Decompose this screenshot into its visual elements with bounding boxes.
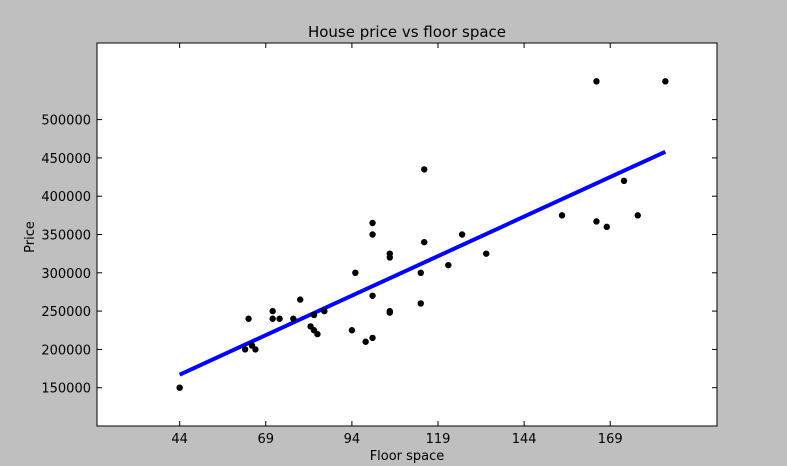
data-point: [386, 309, 393, 316]
data-point: [290, 315, 297, 322]
data-point: [176, 384, 183, 391]
data-point: [386, 250, 393, 257]
x-tick-label: 94: [344, 432, 361, 447]
y-tick-label: 350000: [41, 229, 91, 244]
data-point: [369, 292, 376, 299]
data-point: [297, 296, 304, 303]
data-point: [321, 307, 328, 315]
data-point: [310, 311, 318, 319]
y-tick-label: 450000: [41, 152, 91, 167]
data-point: [369, 219, 376, 227]
data-point: [417, 300, 424, 307]
data-point: [421, 166, 428, 173]
data-point: [662, 78, 669, 85]
x-tick-label: 169: [598, 432, 623, 447]
regression-line: [178, 149, 667, 377]
data-point: [421, 238, 428, 246]
data-point: [458, 231, 466, 238]
y-tick-labels: 150000 200000 250000 300000 350000 400000 4500…: [41, 114, 91, 397]
data-point: [245, 315, 252, 322]
chart-title: House price vs floor space: [308, 23, 506, 41]
data-point: [620, 177, 628, 185]
data-point: [483, 250, 490, 257]
data-point: [593, 218, 600, 225]
data-point: [352, 269, 359, 276]
y-tick-label: 200000: [41, 343, 91, 358]
data-point: [558, 212, 566, 219]
data-point: [348, 327, 356, 334]
data-point: [269, 315, 276, 322]
x-tick-labels: 44 69 94 119 144 169: [171, 432, 622, 447]
x-tick-label: 144: [512, 432, 537, 447]
data-point: [369, 231, 376, 238]
data-point: [445, 261, 452, 269]
x-tick-label: 119: [426, 432, 451, 447]
data-point: [362, 338, 369, 345]
regression-line-series: [178, 149, 667, 377]
x-axis-label: Floor space: [370, 449, 445, 464]
y-tick-label: 400000: [41, 190, 91, 205]
data-point: [417, 269, 424, 276]
axis-ticks: [97, 43, 717, 426]
y-tick-label: 250000: [41, 305, 91, 320]
y-tick-label: 150000: [41, 382, 91, 397]
data-point: [241, 346, 249, 353]
data-point: [252, 346, 259, 353]
x-tick-label: 44: [171, 432, 188, 447]
y-tick-label: 500000: [41, 114, 91, 129]
data-point: [314, 330, 321, 338]
y-axis-label: Price: [23, 221, 38, 253]
data-point: [593, 78, 600, 85]
data-point: [276, 315, 283, 322]
data-point: [603, 223, 610, 231]
data-point: [634, 212, 641, 219]
x-tick-label: 69: [258, 432, 275, 447]
plot-area: [96, 42, 718, 427]
y-tick-label: 300000: [41, 267, 91, 282]
data-point: [369, 334, 376, 342]
data-point: [269, 307, 276, 315]
scatter-series: [176, 78, 669, 391]
